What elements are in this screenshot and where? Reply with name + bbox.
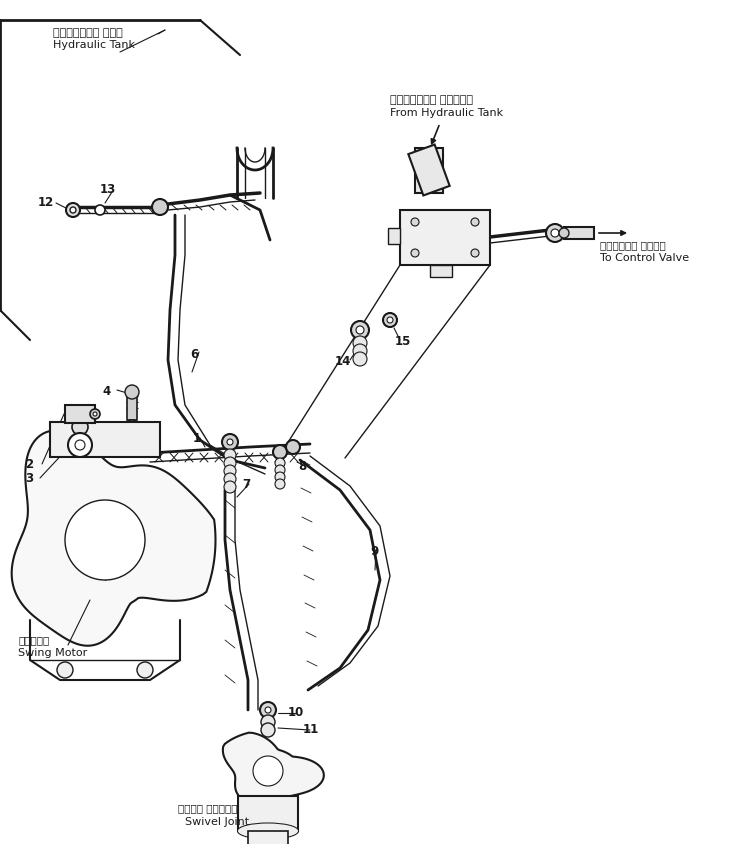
- Circle shape: [411, 249, 419, 257]
- Circle shape: [383, 313, 397, 327]
- Circle shape: [125, 420, 139, 434]
- Bar: [65, 405, 95, 423]
- Circle shape: [224, 457, 236, 469]
- Circle shape: [351, 321, 369, 339]
- Text: 14: 14: [335, 355, 351, 368]
- Circle shape: [275, 472, 285, 482]
- Bar: [248, 831, 288, 844]
- Polygon shape: [409, 144, 450, 196]
- Circle shape: [224, 481, 236, 493]
- Text: ハイドロリック タンカから: ハイドロリック タンカから: [390, 95, 473, 105]
- Text: From Hydraulic Tank: From Hydraulic Tank: [390, 108, 503, 118]
- Circle shape: [93, 412, 97, 416]
- Text: 13: 13: [100, 183, 116, 196]
- Circle shape: [353, 336, 367, 350]
- Polygon shape: [12, 430, 215, 646]
- Circle shape: [75, 440, 85, 450]
- Circle shape: [125, 385, 139, 399]
- Ellipse shape: [238, 824, 298, 838]
- Circle shape: [471, 218, 479, 226]
- Polygon shape: [223, 733, 324, 803]
- Text: To Control Valve: To Control Valve: [600, 253, 689, 263]
- Circle shape: [72, 419, 88, 435]
- Text: 15: 15: [395, 335, 412, 348]
- Bar: [388, 228, 400, 244]
- Circle shape: [353, 352, 367, 366]
- Circle shape: [224, 473, 236, 485]
- Circle shape: [70, 207, 76, 213]
- Circle shape: [265, 707, 271, 713]
- Circle shape: [137, 662, 153, 678]
- Circle shape: [411, 218, 419, 226]
- Circle shape: [275, 465, 285, 475]
- Circle shape: [261, 715, 275, 729]
- Circle shape: [90, 409, 100, 419]
- Text: コントロール バルブへ: コントロール バルブへ: [600, 240, 666, 250]
- Circle shape: [57, 662, 73, 678]
- Text: 12: 12: [38, 196, 54, 209]
- Circle shape: [471, 249, 479, 257]
- Text: スイベル ジョイント: スイベル ジョイント: [178, 803, 237, 813]
- Bar: [50, 422, 160, 457]
- Text: Swing Motor: Swing Motor: [18, 648, 87, 658]
- Circle shape: [261, 723, 275, 737]
- Text: 2: 2: [25, 458, 33, 471]
- Circle shape: [273, 445, 287, 459]
- Bar: [564, 227, 594, 239]
- Circle shape: [559, 228, 569, 238]
- Text: 10: 10: [288, 706, 304, 719]
- Text: 3: 3: [25, 472, 33, 485]
- Circle shape: [546, 224, 564, 242]
- Circle shape: [275, 479, 285, 489]
- Bar: [415, 148, 443, 193]
- Text: 9: 9: [370, 545, 379, 558]
- Text: 旋回モータ: 旋回モータ: [18, 635, 49, 645]
- Text: Swivel Joint: Swivel Joint: [185, 817, 249, 827]
- Circle shape: [260, 702, 276, 718]
- Text: 5: 5: [102, 420, 110, 433]
- Text: 11: 11: [303, 723, 319, 736]
- Circle shape: [551, 229, 559, 237]
- Circle shape: [286, 440, 300, 454]
- Bar: [238, 796, 298, 831]
- Text: 6: 6: [190, 348, 198, 361]
- Text: ハイドロリック タンク: ハイドロリック タンク: [53, 28, 123, 38]
- Text: 7: 7: [242, 478, 250, 491]
- Text: 4: 4: [102, 385, 110, 398]
- Ellipse shape: [238, 824, 298, 838]
- Circle shape: [275, 458, 285, 468]
- Text: 1: 1: [193, 432, 201, 445]
- Circle shape: [224, 449, 236, 461]
- Circle shape: [129, 424, 135, 430]
- Bar: [127, 392, 137, 420]
- Circle shape: [222, 434, 238, 450]
- Circle shape: [353, 344, 367, 358]
- Text: Hydraulic Tank: Hydraulic Tank: [53, 40, 135, 50]
- Circle shape: [224, 465, 236, 477]
- Bar: [430, 265, 452, 277]
- Bar: [400, 210, 490, 265]
- Text: 8: 8: [298, 460, 306, 473]
- Circle shape: [68, 433, 92, 457]
- Circle shape: [66, 203, 80, 217]
- Circle shape: [387, 317, 393, 323]
- Circle shape: [65, 500, 145, 580]
- Circle shape: [95, 205, 105, 215]
- Circle shape: [152, 199, 168, 215]
- Circle shape: [253, 756, 283, 786]
- Circle shape: [227, 439, 233, 445]
- Circle shape: [356, 326, 364, 334]
